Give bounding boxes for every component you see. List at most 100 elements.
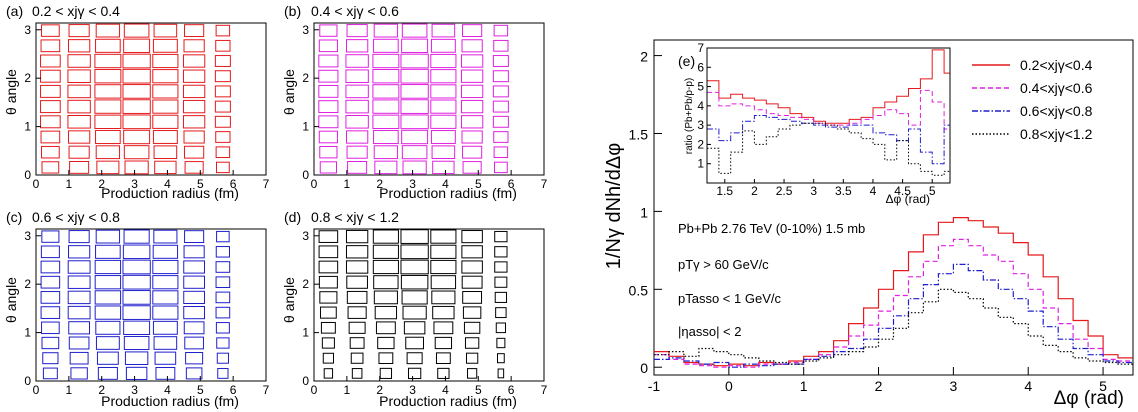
box-cell	[152, 305, 179, 320]
annotation-photon-pt: pTγ > 60 GeV/c	[678, 257, 769, 272]
x-tick-label: 0	[33, 383, 40, 397]
box-cell	[184, 230, 205, 244]
box-cell	[69, 160, 90, 174]
box-cell	[375, 321, 396, 335]
box-cell	[492, 85, 509, 98]
x-tick-label: 3	[409, 177, 416, 191]
box-cell	[185, 367, 203, 380]
box-cell	[402, 160, 427, 175]
box-cell	[350, 352, 364, 364]
box-cell	[430, 53, 457, 69]
y-tick-label: 1.5	[629, 126, 649, 142]
y-tick-label: 2	[640, 49, 648, 65]
x-tick-label: 7	[263, 177, 270, 191]
box-cell	[400, 68, 429, 84]
box-cell	[351, 368, 363, 379]
box-cell	[495, 307, 507, 319]
box-cell	[95, 129, 121, 145]
x-tick-label: 5	[197, 177, 204, 191]
box-cell	[152, 38, 178, 53]
box-cell	[373, 38, 399, 53]
box-cell	[402, 305, 427, 320]
inset-y-tick-label: 1	[697, 157, 704, 171]
box-cell	[494, 246, 508, 258]
box-cell	[405, 336, 425, 350]
inset-series-line-4	[707, 122, 950, 176]
box-cell	[318, 245, 339, 259]
box-cell	[125, 366, 148, 380]
box-cell	[372, 244, 399, 259]
box-cell	[182, 84, 206, 99]
box-cell	[155, 367, 176, 380]
box-cell	[215, 291, 231, 304]
y-tick-label: 3	[302, 229, 309, 243]
y-tick-label: 3	[302, 23, 309, 37]
box-cell	[95, 320, 121, 335]
box-cell	[67, 69, 91, 83]
box-cell	[460, 99, 484, 114]
box-cell	[68, 321, 91, 335]
box-cell	[318, 100, 339, 114]
x-tick-label: 4	[1024, 378, 1032, 394]
box-cell	[319, 145, 338, 159]
box-cell	[152, 84, 179, 99]
panel-e-ylabel: 1/Nγ dNh/dΔφ	[603, 143, 625, 269]
x-tick-label: 6	[508, 177, 515, 191]
box-cell	[463, 321, 481, 334]
box-cell	[152, 320, 178, 335]
box-cell	[319, 24, 338, 37]
box-cell	[432, 305, 455, 320]
x-tick-label: 5	[197, 383, 204, 397]
legend: 0.2<xjγ<0.4 0.4<xjγ<0.6 0.6<xjγ<0.8 0.8<…	[972, 57, 1093, 142]
box-cell	[467, 368, 478, 379]
box-cell	[67, 130, 91, 144]
box-cell	[430, 114, 457, 129]
box-cell	[123, 129, 151, 145]
box-cell	[346, 145, 368, 159]
box-cell	[67, 99, 91, 114]
x-tick-label: 7	[541, 177, 548, 191]
y-tick-label: 0	[24, 374, 31, 388]
box-cell	[373, 129, 399, 145]
box-cell	[400, 99, 429, 114]
y-tick-label: 3	[24, 23, 31, 37]
y-tick-label: 0	[640, 360, 648, 376]
inset-y-tick-label: 3	[697, 118, 704, 132]
box-cell	[462, 145, 483, 159]
box-cell	[433, 321, 454, 335]
inset-y-tick-label: 2	[697, 137, 704, 151]
box-cell	[460, 84, 484, 99]
box-cell	[67, 290, 91, 305]
box-cell	[41, 145, 60, 159]
box-cell	[372, 84, 400, 99]
panel-a: (a) 0.2 < xjγ < 0.4 θ angle Production r…	[3, 3, 270, 201]
x-tick-label: 1	[800, 378, 808, 394]
box-cell	[345, 260, 369, 274]
box-cell	[67, 84, 91, 99]
box-cell	[318, 54, 339, 68]
x-tick-label: 6	[508, 383, 515, 397]
box-cell	[319, 161, 338, 174]
x-tick-label: 6	[230, 383, 237, 397]
panel-b-title: 0.4 < xjγ < 0.6	[311, 3, 399, 19]
y-tick-label: 2	[24, 71, 31, 85]
plot-frame	[35, 228, 267, 382]
box-cell	[493, 146, 509, 158]
box-cell	[496, 353, 505, 364]
box-cell	[94, 53, 122, 69]
box-cell	[497, 368, 505, 379]
box-cell	[215, 261, 231, 273]
box-cell	[154, 351, 177, 365]
box-cell	[40, 275, 61, 289]
box-cell	[214, 85, 231, 98]
box-cell	[40, 69, 61, 83]
x-tick-label: 2	[98, 383, 105, 397]
box-cell	[345, 84, 369, 99]
x-tick-label: 4	[442, 177, 449, 191]
box-cell	[123, 145, 150, 160]
box-cell	[153, 23, 178, 38]
inset-x-tick-label: 1.5	[716, 184, 733, 198]
box-cell	[95, 145, 121, 160]
box-cell	[68, 336, 90, 350]
box-cell	[430, 275, 457, 290]
